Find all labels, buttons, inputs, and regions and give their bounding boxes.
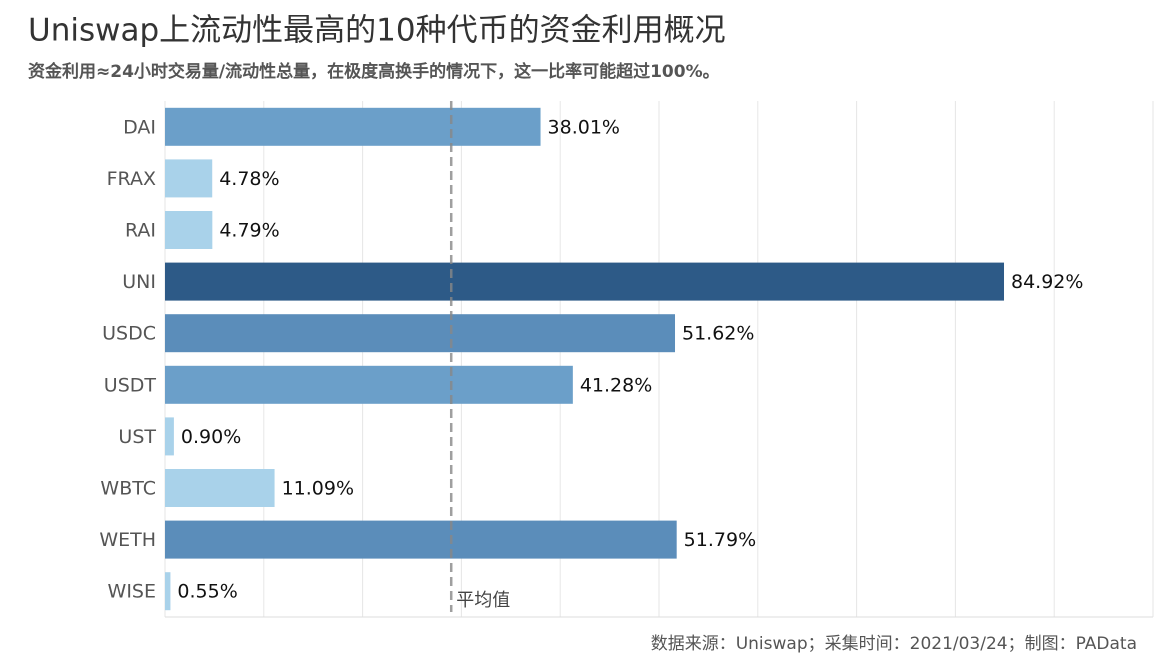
data-label: 38.01% (548, 116, 620, 138)
y-tick-label: UST (118, 426, 156, 448)
bar (165, 469, 275, 507)
data-label: 41.28% (580, 374, 652, 396)
y-tick-label: WISE (108, 581, 156, 603)
data-label: 0.55% (177, 581, 237, 603)
y-tick-label: UNI (122, 271, 156, 293)
data-label: 51.79% (684, 529, 756, 551)
source-note: 数据来源：Uniswap；采集时间：2021/03/24；制图：PAData (651, 634, 1137, 654)
bar (165, 520, 677, 559)
data-label: 4.79% (219, 220, 279, 242)
bar (165, 417, 174, 456)
data-label: 4.78% (219, 168, 279, 190)
y-tick-label: DAI (123, 116, 156, 138)
bar (165, 572, 171, 611)
average-label: 平均值 (456, 590, 510, 611)
y-tick-label: USDC (102, 323, 156, 345)
data-label: 0.90% (181, 426, 241, 448)
bar (165, 159, 213, 198)
data-label: 51.62% (682, 323, 754, 345)
bar (165, 211, 213, 249)
data-label: 11.09% (282, 478, 354, 500)
bar (165, 262, 1005, 301)
y-tick-label: FRAX (107, 168, 156, 190)
bar (165, 107, 541, 146)
y-tick-label: RAI (125, 220, 156, 242)
y-tick-label: USDT (104, 374, 157, 396)
chart-subtitle: 资金利用≈24小时交易量/流动性总量，在极度高换手的情况下，这一比率可能超过10… (28, 61, 720, 82)
bar (165, 365, 573, 404)
y-tick-label: WETH (99, 529, 156, 551)
bar (165, 314, 676, 353)
chart-title: Uniswap上流动性最高的10种代币的资金利用概况 (28, 13, 726, 49)
data-label: 84.92% (1011, 271, 1083, 293)
y-tick-label: WBTC (100, 478, 156, 500)
